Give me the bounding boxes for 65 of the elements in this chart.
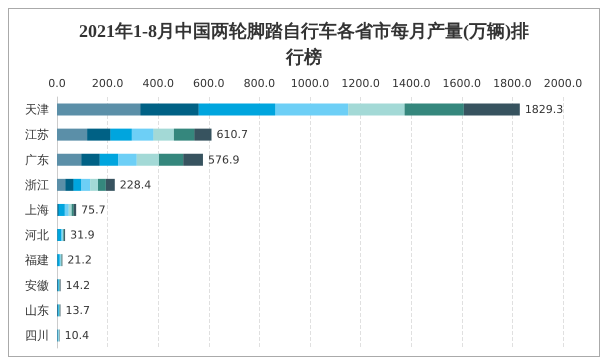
bar: [275, 104, 348, 116]
total-label: 228.4: [120, 178, 152, 192]
y-tick-label: 河北: [25, 228, 49, 242]
total-label: 21.2: [67, 254, 92, 267]
bar: [68, 204, 72, 216]
bar: [90, 178, 98, 191]
x-tick-label: 1800.0: [493, 77, 532, 90]
bar: [140, 104, 199, 116]
bar: [174, 128, 194, 141]
total-label: 13.7: [65, 304, 90, 317]
bar: [98, 178, 106, 191]
bar: [58, 229, 62, 242]
bar: [153, 128, 174, 141]
bar: [194, 128, 212, 141]
bar: [198, 104, 276, 116]
bar: [64, 204, 69, 216]
x-tick-label: 400.0: [142, 77, 174, 90]
bar: [57, 154, 82, 166]
bar: [57, 104, 140, 116]
y-tick-label: 浙江: [25, 178, 49, 192]
bar: [106, 178, 115, 191]
total-label: 610.7: [216, 128, 248, 142]
y-tick-label: 四川: [25, 328, 49, 342]
x-tick-label: 600.0: [193, 77, 225, 90]
bar: [183, 154, 203, 166]
y-tick-label: 江苏: [25, 128, 49, 142]
x-tick-label: 800.0: [244, 77, 276, 90]
x-tick-label: 200.0: [92, 77, 124, 90]
total-label: 75.7: [81, 203, 106, 216]
total-label: 31.9: [70, 228, 95, 242]
bar: [57, 128, 88, 141]
bar: [87, 128, 110, 141]
x-tick-label: 1200.0: [341, 77, 380, 90]
bar: [65, 178, 74, 191]
y-tick-label: 天津: [25, 102, 49, 117]
total-label: 10.4: [64, 328, 90, 342]
bar: [73, 178, 82, 191]
y-tick-label: 广东: [25, 152, 49, 167]
bar: [57, 178, 66, 191]
bar: [74, 204, 76, 216]
total-label: 576.9: [208, 153, 240, 166]
bar: [110, 128, 132, 141]
y-tick-label: 山东: [25, 303, 49, 318]
x-tick-label: 1000.0: [290, 77, 330, 90]
bar: [81, 178, 90, 191]
bar: [158, 154, 184, 166]
bar: [404, 104, 464, 116]
y-tick-label: 安徽: [25, 278, 49, 292]
bar: [136, 154, 159, 166]
bar: [464, 104, 520, 116]
bar: [348, 104, 405, 116]
x-tick-label: 1600.0: [442, 77, 482, 90]
x-tick-label: 0.0: [48, 77, 66, 90]
bar: [118, 154, 137, 166]
bar: [81, 154, 100, 166]
bar: [132, 128, 154, 141]
y-tick-label: 福建: [25, 253, 49, 268]
bar: [58, 204, 65, 216]
chart-title: 2021年1-8月中国两轮脚踏自行车各省市每月产量(万辆)排行榜: [79, 21, 529, 67]
total-label: 14.2: [66, 278, 90, 292]
x-tick-label: 1400.0: [392, 77, 430, 90]
x-tick-label: 2000.0: [544, 77, 582, 90]
bar: [100, 154, 118, 166]
y-tick-label: 上海: [25, 202, 49, 217]
total-label: 1829.3: [524, 103, 564, 116]
